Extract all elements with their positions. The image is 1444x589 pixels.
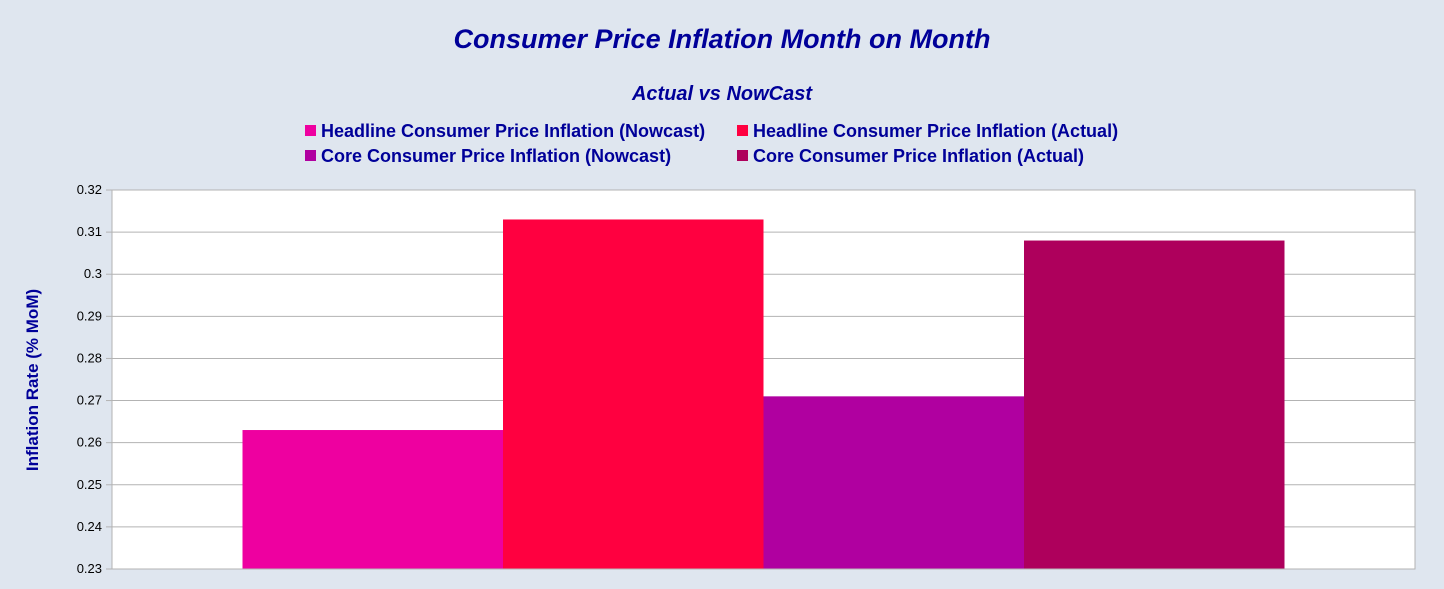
- bar-4: [1024, 240, 1285, 570]
- y-tick-label: 0.3: [84, 266, 102, 281]
- y-tick-label: 0.24: [77, 519, 102, 534]
- y-axis-ticks: 0.23 0.24 0.25 0.26 0.27 0.28 0.29 0.3 0.31 0.32: [77, 182, 112, 576]
- legend-swatch: [737, 125, 748, 136]
- y-tick-label: 0.25: [77, 477, 102, 492]
- y-axis-title: Inflation Rate (% MoM): [23, 289, 42, 471]
- y-tick-label: 0.31: [77, 224, 102, 239]
- legend-item: Core Consumer Price Inflation (Nowcast): [305, 146, 671, 166]
- bar-2: [503, 219, 764, 569]
- legend-item: Headline Consumer Price Inflation (Actua…: [737, 121, 1118, 141]
- legend-label: Headline Consumer Price Inflation (Nowca…: [321, 121, 705, 141]
- y-tick-label: 0.26: [77, 435, 102, 450]
- legend-label: Core Consumer Price Inflation (Actual): [753, 146, 1084, 166]
- chart-subtitle: Actual vs NowCast: [631, 83, 813, 105]
- bar-1: [242, 430, 503, 569]
- bar-3: [763, 396, 1024, 569]
- y-tick-label: 0.28: [77, 350, 102, 365]
- legend: Headline Consumer Price Inflation (Nowca…: [305, 121, 1118, 166]
- legend-swatch: [737, 150, 748, 161]
- y-tick-label: 0.23: [77, 561, 102, 576]
- legend-label: Core Consumer Price Inflation (Nowcast): [321, 146, 671, 166]
- chart-title: Consumer Price Inflation Month on Month: [454, 24, 991, 54]
- legend-item: Headline Consumer Price Inflation (Nowca…: [305, 121, 705, 141]
- y-tick-label: 0.32: [77, 182, 102, 197]
- y-tick-label: 0.27: [77, 393, 102, 408]
- legend-swatch: [305, 125, 316, 136]
- y-tick-label: 0.29: [77, 308, 102, 323]
- legend-label: Headline Consumer Price Inflation (Actua…: [753, 121, 1118, 141]
- legend-item: Core Consumer Price Inflation (Actual): [737, 146, 1084, 166]
- legend-swatch: [305, 150, 316, 161]
- bars: [242, 219, 1285, 570]
